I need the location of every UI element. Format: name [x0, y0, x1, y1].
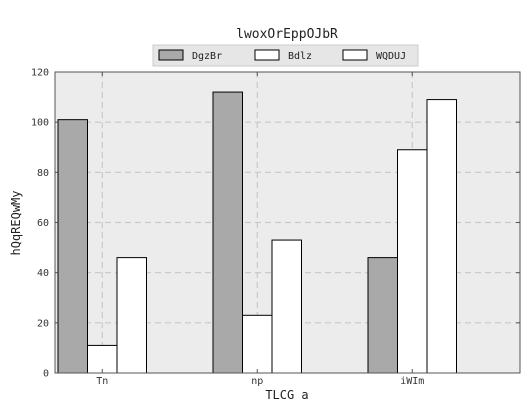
- bars: [57, 91, 457, 374]
- y-tick-label: 100: [31, 118, 49, 129]
- chart-title: lwoxOrEppOJbR: [236, 27, 338, 42]
- bar-DgzBr-Tn: [57, 119, 88, 374]
- bar-WQDUJ-Tn: [116, 257, 147, 374]
- x-tick-label: iWIm: [400, 376, 424, 387]
- y-axis-label: hQqREQwMy: [9, 190, 23, 255]
- bar-DgzBr-np: [212, 91, 243, 374]
- bar-Bdlz-np: [242, 314, 273, 374]
- x-tick-label: np: [251, 376, 263, 387]
- y-tick-label: 80: [37, 168, 49, 179]
- bar-WQDUJ-np: [271, 239, 302, 374]
- legend-swatch-WQDUJ: [342, 49, 368, 61]
- x-axis: Tn np iWIm: [96, 72, 424, 387]
- legend-label-Bdlz: Bdlz: [288, 51, 312, 62]
- y-tick-label: 60: [37, 218, 49, 229]
- x-axis-label: TLCG a: [265, 388, 308, 402]
- bar-WQDUJ-iWIm: [426, 99, 457, 374]
- legend-swatch-DgzBr: [158, 49, 184, 61]
- legend-label-DgzBr: DgzBr: [192, 51, 222, 62]
- y-tick-label: 40: [37, 268, 49, 279]
- bar-Bdlz-iWIm: [397, 149, 428, 374]
- y-axis: 0 20 40 60 80 100 120: [31, 68, 520, 380]
- bar-DgzBr-iWIm: [367, 257, 398, 374]
- y-tick-label: 0: [43, 369, 49, 380]
- legend: DgzBr Bdlz WQDUJ: [152, 44, 419, 67]
- x-tick-label: Tn: [96, 376, 108, 387]
- y-tick-label: 20: [37, 318, 49, 329]
- y-tick-label: 120: [31, 68, 49, 79]
- legend-swatch-Bdlz: [254, 49, 280, 61]
- legend-label-WQDUJ: WQDUJ: [376, 51, 406, 62]
- bar-Bdlz-Tn: [87, 344, 118, 374]
